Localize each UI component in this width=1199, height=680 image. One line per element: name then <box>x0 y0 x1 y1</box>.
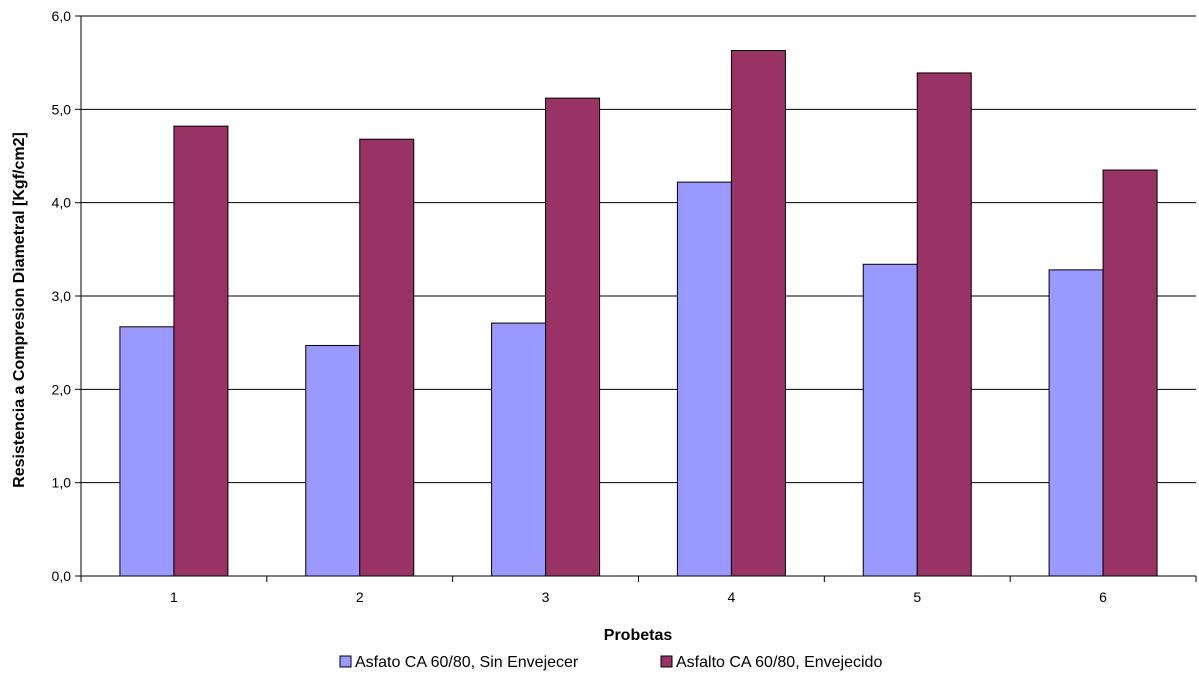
y-tick-label: 0,0 <box>52 568 72 584</box>
bar-envejecido-6 <box>1102 169 1158 577</box>
x-tick-label: 3 <box>542 589 550 605</box>
bar-envejecido-5 <box>916 72 972 577</box>
bar-envejecido-4 <box>730 50 786 577</box>
x-tick-label: 2 <box>356 589 364 605</box>
bar-envejecido-1 <box>173 125 229 577</box>
y-tick-label: 5,0 <box>52 101 72 117</box>
bar-envejecido-2 <box>359 138 415 577</box>
bar-sin-envejecer-3 <box>491 322 547 577</box>
x-tick-label: 6 <box>1099 589 1107 605</box>
x-axis-title: Probetas <box>604 627 673 644</box>
legend-swatch-envejecido <box>660 655 673 668</box>
bars <box>119 50 1158 577</box>
bar-sin-envejecer-1 <box>119 326 175 577</box>
axes <box>75 15 1197 582</box>
bar-sin-envejecer-4 <box>676 181 732 577</box>
bar-sin-envejecer-5 <box>862 263 918 577</box>
bar-sin-envejecer-6 <box>1048 269 1104 577</box>
y-tick-label: 6,0 <box>52 8 72 24</box>
legend-label-sin-envejecer: Asfato CA 60/80, Sin Envejecer <box>355 654 579 671</box>
gridlines <box>81 15 1196 484</box>
y-axis-title: Resistencia a Compresion Diametral [Kgf/… <box>11 132 28 488</box>
x-tick-label: 5 <box>913 589 921 605</box>
bar-envejecido-3 <box>545 97 601 577</box>
legend-swatch-sin-envejecer <box>339 655 352 668</box>
legend: Asfato CA 60/80, Sin Envejecer Asfalto CA… <box>339 654 882 671</box>
x-tick-label: 4 <box>728 589 736 605</box>
legend-label-envejecido: Asfalto CA 60/80, Envejecido <box>676 654 882 671</box>
bar-sin-envejecer-2 <box>305 344 361 577</box>
y-tick-label: 4,0 <box>52 195 72 211</box>
y-tick-label: 2,0 <box>52 381 72 397</box>
x-tick-label: 1 <box>170 589 178 605</box>
y-tick-label: 1,0 <box>52 475 72 491</box>
y-tick-labels: 0,0 1,0 2,0 3,0 4,0 5,0 6,0 <box>52 8 72 584</box>
y-tick-label: 3,0 <box>52 288 72 304</box>
x-tick-labels: 1 2 3 4 5 6 <box>170 589 1107 605</box>
